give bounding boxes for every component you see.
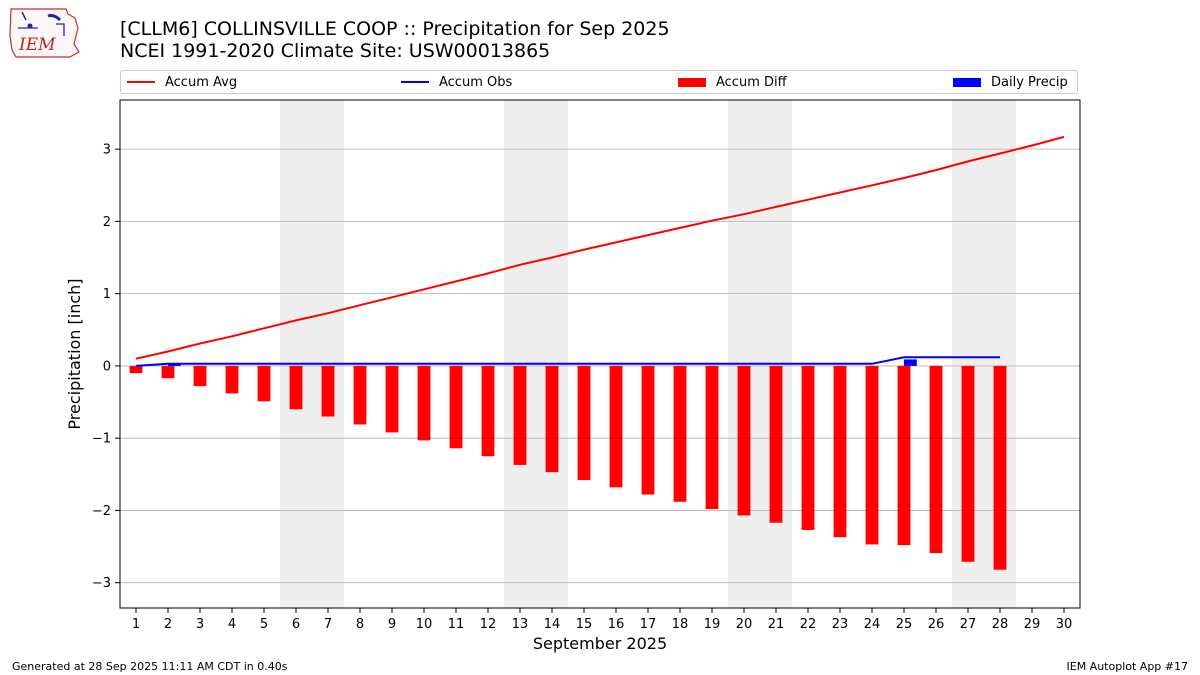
legend-label-accum-diff: Accum Diff [716,74,787,90]
footer-generated: Generated at 28 Sep 2025 11:11 AM CDT in… [12,660,288,673]
accum-diff-bar-5 [257,365,271,402]
accum-diff-bar-8 [353,365,367,425]
accum-diff-bar-10 [417,365,431,441]
daily-precip-bar-2 [168,363,181,366]
x-tick-label: 30 [1056,617,1073,632]
legend-item-daily-precip: Daily Precip [953,71,1068,93]
y-tick-label: 1 [103,287,111,302]
legend-swatch-accum-diff [678,77,706,87]
x-tick-label: 18 [672,617,689,632]
accum-diff-bar-25 [897,365,911,546]
logo-text: IEM [18,35,56,55]
accum-diff-bar-21 [769,365,783,523]
accum-diff-bar-14 [545,365,559,473]
x-tick-label: 25 [896,617,913,632]
x-tick-label: 2 [164,617,172,632]
legend-item-accum-avg: Accum Avg [127,71,237,93]
weekend-shade-1 [504,100,568,608]
accum-diff-bar-28 [993,365,1007,570]
accum-diff-bar-17 [641,365,655,495]
accum-diff-bar-16 [609,365,623,488]
x-tick-label: 3 [196,617,204,632]
accum-diff-bar-22 [801,365,815,530]
x-tick-label: 20 [736,617,753,632]
accum-diff-bar-1 [129,365,143,374]
legend-swatch-accum-avg [127,81,155,83]
daily-precip-bar-25 [904,359,917,366]
x-tick-label: 27 [960,617,977,632]
legend-swatch-accum-obs [401,81,429,83]
legend: Accum Avg Accum Obs Accum Diff Daily Pre… [120,70,1078,94]
x-tick-label: 14 [544,617,561,632]
x-tick-label: 16 [608,617,625,632]
y-tick-label: −3 [92,576,111,591]
accum-diff-bar-15 [577,365,591,481]
x-tick-label: 21 [768,617,785,632]
accum-diff-bar-9 [385,365,399,433]
x-tick-label: 13 [512,617,529,632]
chart-title: [CLLM6] COLLINSVILLE COOP :: Precipitati… [120,18,670,40]
accum-diff-bar-7 [321,365,335,417]
legend-label-daily-precip: Daily Precip [991,74,1068,90]
x-tick-label: 29 [1024,617,1041,632]
y-tick-label: 2 [103,215,111,230]
accum-diff-bar-12 [481,365,495,457]
x-tick-label: 1 [132,617,140,632]
chart-subtitle: NCEI 1991-2020 Climate Site: USW00013865 [120,40,551,62]
accum-diff-bar-20 [737,365,751,516]
x-tick-label: 22 [800,617,817,632]
x-tick-label: 17 [640,617,657,632]
legend-label-accum-obs: Accum Obs [439,74,513,90]
accum-avg-line [135,135,1065,360]
y-tick-label: 3 [103,143,111,158]
accum-diff-bar-6 [289,365,303,410]
x-axis-label: September 2025 [533,634,667,653]
y-tick-label: 0 [103,359,111,374]
x-tick-label: 26 [928,617,945,632]
accum-diff-bar-26 [929,365,943,554]
weekend-shade-0 [280,100,344,608]
legend-label-accum-avg: Accum Avg [165,74,238,90]
accum-obs-line [135,356,1000,367]
accum-diff-bar-23 [833,365,847,538]
x-tick-label: 19 [704,617,721,632]
accum-diff-bar-24 [865,365,879,545]
accum-diff-bar-3 [193,365,207,387]
x-tick-label: 28 [992,617,1009,632]
accum-diff-bar-13 [513,365,527,465]
y-tick-label: −2 [92,504,111,519]
x-tick-label: 23 [832,617,849,632]
weekend-shade-2 [728,100,792,608]
plot-frame [119,99,1081,609]
x-tick-label: 11 [448,617,465,632]
legend-swatch-daily-precip [953,77,981,87]
y-tick-label: −1 [92,432,111,447]
x-tick-label: 8 [356,617,364,632]
accum-diff-bar-2 [161,365,175,379]
accum-diff-bar-19 [705,365,719,510]
legend-item-accum-obs: Accum Obs [401,71,512,93]
iem-logo: IEM [9,8,80,58]
x-tick-label: 5 [260,617,268,632]
x-tick-label: 9 [388,617,396,632]
accum-diff-bar-18 [673,365,687,502]
accum-diff-bar-27 [961,365,975,562]
x-tick-label: 7 [324,617,332,632]
accum-diff-bar-11 [449,365,463,449]
x-tick-label: 6 [292,617,300,632]
footer-app: IEM Autoplot App #17 [1066,660,1189,673]
x-tick-label: 10 [416,617,433,632]
x-tick-label: 12 [480,617,497,632]
accum-diff-bar-4 [225,365,239,394]
x-tick-label: 4 [228,617,236,632]
y-axis-label: Precipitation [inch] [65,278,84,429]
x-tick-label: 24 [864,617,881,632]
legend-item-accum-diff: Accum Diff [678,71,787,93]
x-tick-label: 15 [576,617,593,632]
